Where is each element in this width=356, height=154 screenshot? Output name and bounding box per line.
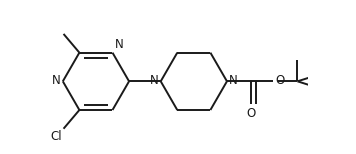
Text: O: O [275,74,284,87]
Text: N: N [52,74,61,87]
Text: N: N [229,74,238,87]
Text: O: O [247,107,256,120]
Text: N: N [150,74,158,87]
Text: N: N [115,38,124,51]
Text: Cl: Cl [51,130,62,143]
